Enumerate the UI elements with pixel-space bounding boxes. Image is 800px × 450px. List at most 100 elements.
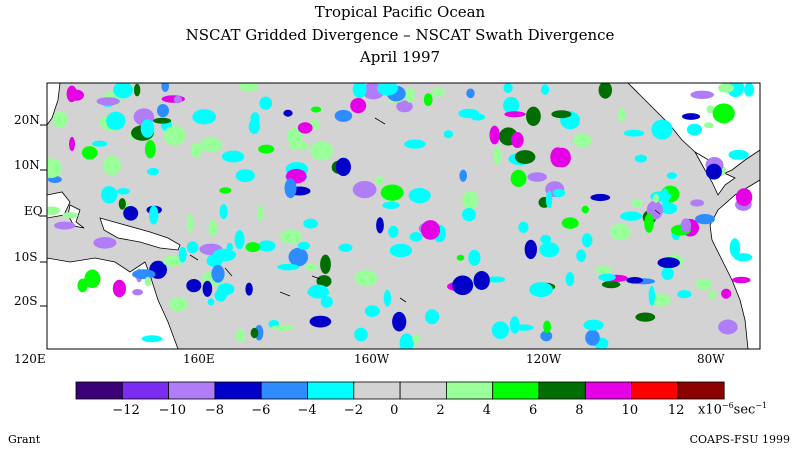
divergence-patch: [652, 194, 660, 203]
divergence-patch: [598, 273, 616, 282]
divergence-patch: [601, 280, 621, 289]
divergence-patch: [192, 109, 217, 125]
divergence-patch: [202, 280, 213, 297]
divergence-patch: [677, 290, 692, 299]
legend-swatch: [399, 381, 447, 400]
legend-tick-label: −12: [112, 403, 140, 418]
divergence-patch: [462, 191, 479, 210]
lon-label: 160E: [183, 352, 215, 366]
divergence-patch: [92, 140, 108, 147]
legend-swatch: [168, 381, 216, 400]
lat-label: 10S: [14, 250, 38, 264]
divergence-patch: [382, 201, 400, 209]
divergence-patch: [162, 255, 183, 267]
divergence-patch: [565, 272, 575, 287]
divergence-patch: [732, 276, 751, 284]
lon-label: 80W: [697, 352, 725, 366]
divergence-patch: [212, 248, 237, 262]
divergence-patch: [425, 309, 440, 325]
divergence-patch: [468, 249, 481, 266]
lat-label: EQ: [24, 204, 43, 218]
lon-label: 120W: [526, 352, 562, 366]
divergence-patch: [259, 96, 273, 110]
divergence-patch: [334, 109, 353, 122]
divergence-patch: [456, 254, 465, 261]
divergence-patch: [405, 87, 415, 103]
color-legend: [75, 381, 725, 400]
divergence-patch: [47, 206, 61, 215]
divergence-patch: [118, 198, 126, 210]
divergence-patch: [443, 130, 454, 139]
divergence-patch: [583, 319, 604, 331]
divergence-patch: [623, 129, 644, 137]
divergence-patch: [149, 205, 159, 225]
legend-tick-label: −6: [251, 403, 271, 418]
divergence-patch: [598, 83, 612, 99]
divergence-patch: [153, 117, 172, 124]
divergence-patch: [123, 206, 139, 221]
divergence-patch: [132, 269, 156, 280]
divergence-patch: [744, 83, 754, 97]
divergence-patch: [648, 285, 655, 306]
divergence-patch: [696, 278, 712, 290]
divergence-patch: [518, 221, 529, 233]
legend-swatch: [631, 381, 679, 400]
divergence-patch: [186, 241, 199, 254]
divergence-patch: [389, 243, 413, 258]
divergence-patch: [680, 218, 692, 233]
divergence-patch: [585, 329, 600, 346]
divergence-patch: [432, 87, 445, 97]
legend-swatch: [75, 381, 123, 400]
divergence-patch: [458, 108, 480, 119]
divergence-patch: [511, 132, 524, 148]
divergence-patch: [320, 254, 331, 274]
divergence-patch: [540, 330, 553, 342]
divergence-patch: [211, 264, 225, 283]
divergence-patch: [610, 223, 631, 241]
divergence-patch: [62, 212, 79, 219]
divergence-patch: [459, 169, 468, 182]
legend-unit: x10−6sec−1: [698, 401, 768, 418]
divergence-patch: [235, 329, 245, 343]
legend-swatch: [260, 381, 308, 400]
divergence-patch: [219, 187, 232, 194]
divergence-patch: [81, 146, 98, 160]
divergence-patch: [116, 188, 130, 195]
divergence-patch: [581, 233, 593, 248]
divergence-patch: [256, 205, 265, 221]
lon-label: 120E: [14, 352, 46, 366]
divergence-patch: [718, 83, 734, 93]
divergence-patch: [712, 103, 735, 124]
legend-tick-label: −8: [204, 403, 225, 418]
divergence-patch: [186, 213, 194, 233]
divergence-patch: [140, 119, 155, 138]
divergence-patch: [721, 288, 732, 299]
divergence-patch: [377, 83, 398, 96]
legend-swatch: [307, 381, 355, 400]
divergence-patch: [514, 324, 534, 331]
legend-swatch: [445, 381, 494, 400]
divergence-patch: [527, 172, 547, 182]
divergence-patch: [147, 167, 159, 176]
divergence-patch: [423, 93, 433, 107]
divergence-patch: [581, 205, 589, 214]
divergence-patch: [540, 234, 552, 244]
divergence-patch: [545, 190, 553, 209]
divergence-patch: [208, 219, 218, 237]
divergence-patch: [388, 225, 399, 238]
divergence-patch: [207, 298, 215, 306]
divergence-patch: [354, 327, 368, 342]
land-americas-south: [709, 179, 760, 349]
divergence-patch: [543, 320, 551, 334]
divergence-patch: [634, 154, 648, 163]
land-asia: [47, 83, 61, 126]
divergence-patch: [375, 176, 384, 186]
divergence-patch: [161, 83, 169, 92]
map-date: April 1997: [359, 48, 441, 66]
divergence-patch: [734, 253, 753, 262]
divergence-patch: [239, 83, 259, 92]
divergence-patch: [277, 263, 300, 271]
legend-tick-label: −2: [343, 403, 363, 418]
divergence-patch: [514, 150, 536, 164]
